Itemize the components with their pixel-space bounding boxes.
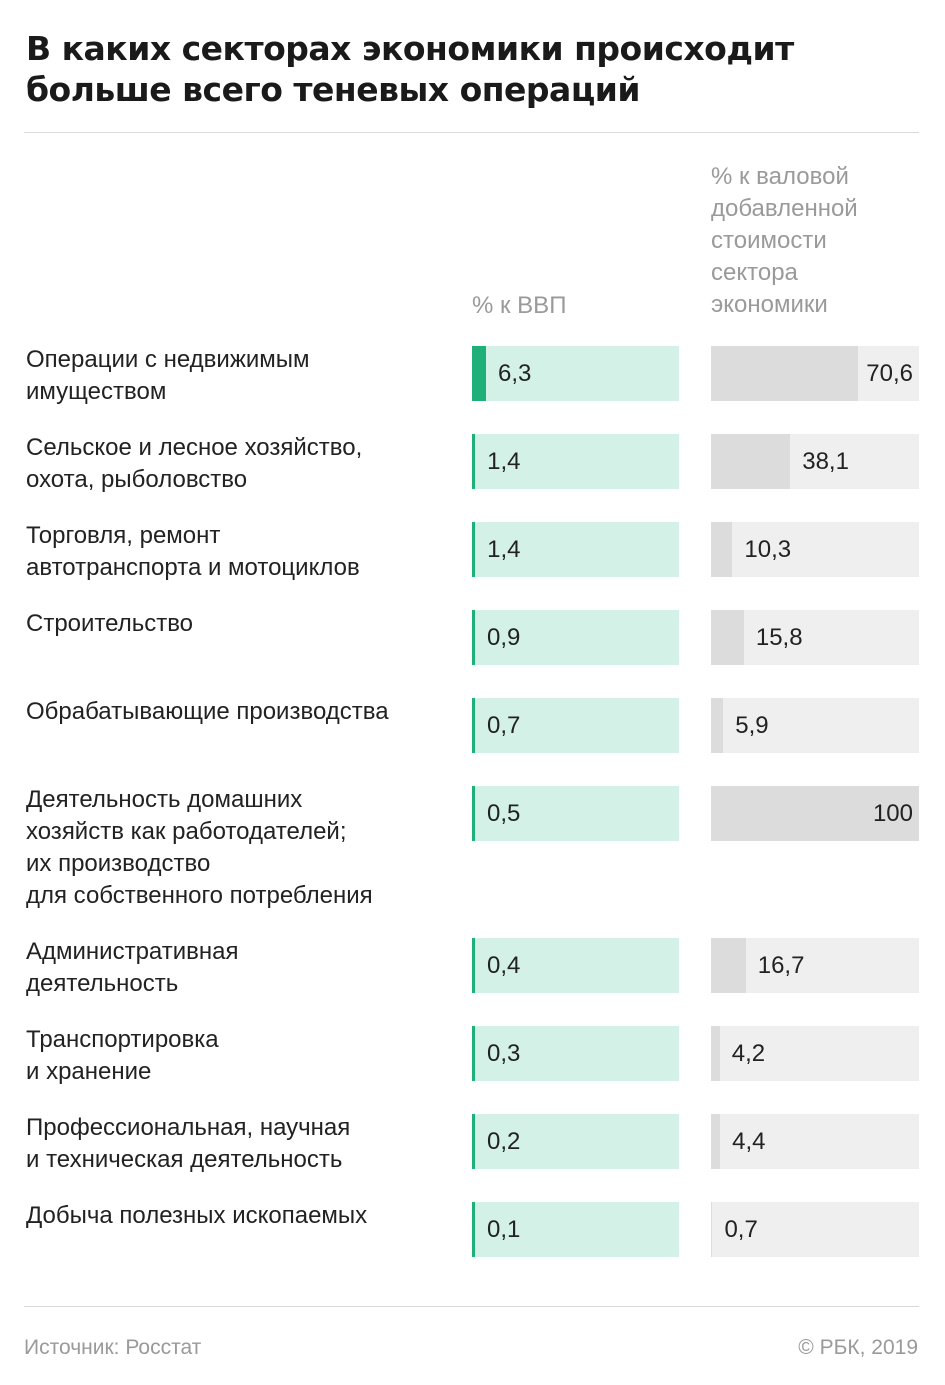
bar-track-gva: 5,9 — [711, 698, 919, 753]
bar-gva — [711, 1202, 713, 1257]
bar-gdp — [472, 698, 475, 753]
source-note: Источник: Росстат — [24, 1336, 202, 1359]
bar-gva — [711, 434, 791, 489]
row-label: Строительство — [26, 608, 446, 640]
bar-track-gdp: 0,7 — [472, 698, 679, 753]
row-label-line: охота, рыболовство — [26, 466, 248, 493]
bar-value-gdp: 0,4 — [487, 952, 521, 979]
bar-value-gva: 100 — [872, 800, 913, 827]
bar-value-gdp: 0,7 — [487, 712, 521, 739]
bar-track-gdp: 0,2 — [472, 1114, 679, 1169]
bar-value-gdp: 0,5 — [487, 800, 521, 827]
bar-value-gva: 15,8 — [755, 624, 803, 651]
bar-track-gva: 100 — [711, 786, 919, 841]
row-label: Добыча полезных ископаемых — [26, 1200, 446, 1232]
chart-title: В каких секторах экономики происходит бо… — [26, 29, 794, 109]
bottom-divider — [24, 1306, 919, 1307]
bar-gva — [711, 938, 746, 993]
bar-track-gdp: 0,4 — [472, 938, 679, 993]
row-label-line: автотранспорта и мотоциклов — [26, 554, 360, 581]
bar-gdp — [472, 434, 476, 489]
copyright: © РБК, 2019 — [798, 1336, 918, 1359]
bar-value-gva: 4,2 — [731, 1040, 766, 1067]
row-label: Обрабатывающие производства — [26, 696, 446, 728]
row-label-line: Торговля, ремонт — [26, 522, 221, 549]
bar-gdp — [472, 522, 476, 577]
top-divider — [24, 132, 919, 133]
bar-value-gva: 4,4 — [732, 1128, 766, 1155]
bar-track-gva: 0,7 — [711, 1202, 919, 1257]
bar-track-gdp: 1,4 — [472, 522, 679, 577]
row-label-line: для собственного потребления — [26, 882, 373, 909]
column-header-gdp: % к ВВП — [472, 292, 567, 319]
bar-track-gva: 4,2 — [711, 1026, 919, 1081]
row-label-line: Профессиональная, научная — [26, 1114, 351, 1141]
bar-gdp — [472, 1026, 475, 1081]
bar-track-gva: 4,4 — [711, 1114, 919, 1169]
bar-track-gva: 16,7 — [711, 938, 919, 993]
bar-gdp — [472, 610, 475, 665]
bar-track-gva: 15,8 — [711, 610, 919, 665]
bar-gdp — [472, 938, 475, 993]
row-label-line: Добыча полезных ископаемых — [26, 1202, 368, 1229]
row-label-line: Строительство — [26, 610, 194, 637]
bar-value-gdp: 1,4 — [487, 448, 521, 475]
row-label-line: деятельность — [26, 970, 179, 997]
row-label-line: имуществом — [26, 378, 167, 405]
bar-track-gva: 10,3 — [711, 522, 919, 577]
bar-track-gdp: 0,5 — [472, 786, 679, 841]
bar-track-gdp: 6,3 — [472, 346, 679, 401]
bar-gva — [711, 610, 744, 665]
bar-gdp — [472, 786, 475, 841]
bar-value-gva: 0,7 — [724, 1216, 758, 1243]
bar-track-gdp: 0,9 — [472, 610, 679, 665]
bar-gva — [711, 346, 858, 401]
column-header-gva: % к валовой добавленной стоимости сектор… — [711, 163, 858, 318]
bar-gva — [711, 698, 724, 753]
bar-track-gdp: 1,4 — [472, 434, 679, 489]
bar-track-gva: 38,1 — [711, 434, 919, 489]
bar-value-gva: 10,3 — [744, 536, 792, 563]
row-label-line: их производство — [26, 850, 211, 877]
bar-value-gva: 16,7 — [757, 952, 805, 979]
bar-track-gva: 70,6 — [711, 346, 919, 401]
row-label-line: Сельское и лесное хозяйство, — [26, 434, 363, 461]
bar-gdp — [472, 1114, 475, 1169]
bar-gdp — [472, 346, 486, 401]
bar-value-gdp: 0,1 — [487, 1216, 521, 1243]
bar-value-gdp: 6,3 — [498, 360, 532, 387]
bar-value-gdp: 0,2 — [487, 1128, 521, 1155]
bar-track-gdp: 0,1 — [472, 1202, 679, 1257]
bar-value-gva: 5,9 — [735, 712, 769, 739]
bar-gva — [711, 1114, 721, 1169]
bar-gva — [711, 522, 733, 577]
row-label: Сельское и лесное хозяйство, охота, рыбол… — [26, 432, 446, 496]
bar-gva — [711, 1026, 720, 1081]
row-label: Операции с недвижимым имуществом — [26, 344, 446, 408]
row-label-line: Операции с недвижимым — [26, 346, 310, 373]
bar-value-gva: 70,6 — [866, 360, 913, 387]
row-label-line: хозяйств как работодателей; — [26, 818, 347, 845]
bar-value-gdp: 1,4 — [487, 536, 521, 563]
bar-track-gdp: 0,3 — [472, 1026, 679, 1081]
row-label: Административная деятельность — [26, 936, 446, 1000]
row-label: Торговля, ремонт автотранспорта и мотоцик… — [26, 520, 446, 584]
row-label-line: и техническая деятельность — [26, 1146, 343, 1173]
row-label-line: Обрабатывающие производства — [26, 698, 389, 725]
bar-value-gdp: 0,3 — [487, 1040, 521, 1067]
row-label-line: Деятельность домашних — [26, 786, 303, 813]
bar-value-gdp: 0,9 — [487, 624, 521, 651]
row-label-line: Транспортировка — [26, 1026, 219, 1053]
row-label: Деятельность домашних хозяйств как работо… — [26, 784, 446, 912]
bar-gdp — [472, 1202, 475, 1257]
row-label-line: Административная — [26, 938, 239, 965]
bar-value-gva: 38,1 — [802, 448, 849, 475]
row-label: Профессиональная, научная и техническая д… — [26, 1112, 446, 1176]
row-label-line: и хранение — [26, 1058, 152, 1085]
row-label: Транспортировка и хранение — [26, 1024, 446, 1088]
bar-gva — [711, 786, 919, 841]
